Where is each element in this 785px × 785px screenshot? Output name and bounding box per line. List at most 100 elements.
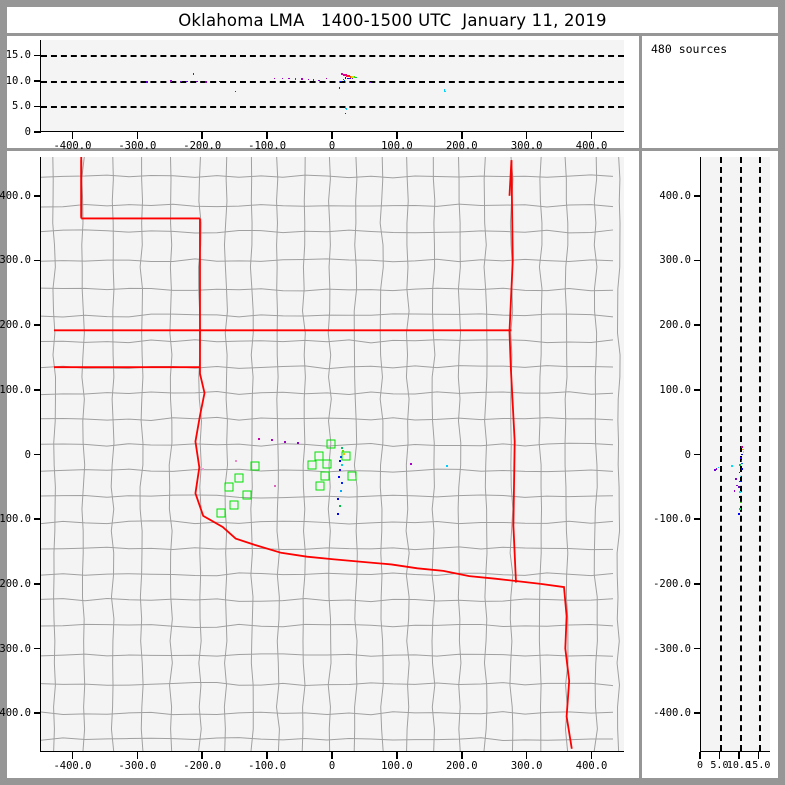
x-axis-tick-label: 10.0 bbox=[726, 760, 751, 771]
lma-station-marker bbox=[216, 508, 226, 518]
county-border bbox=[41, 391, 614, 396]
source-point bbox=[317, 79, 320, 82]
y-axis-tick-label: 10.0 bbox=[5, 74, 31, 87]
county-border bbox=[405, 157, 410, 751]
lma-station-marker bbox=[229, 500, 239, 510]
source-point bbox=[344, 112, 347, 115]
y-axis-tick-label: 100.0 bbox=[659, 383, 691, 396]
state-border-red-river bbox=[194, 218, 541, 585]
x-axis-tick-label: -300.0 bbox=[118, 140, 157, 152]
map-geography bbox=[41, 157, 621, 751]
source-point bbox=[339, 469, 342, 472]
x-axis-tick-label: -100.0 bbox=[248, 760, 287, 772]
source-point bbox=[733, 489, 736, 492]
y-axis-tick-label: -100.0 bbox=[0, 513, 31, 526]
source-point bbox=[351, 76, 353, 78]
source-point bbox=[739, 475, 742, 478]
source-point bbox=[742, 451, 745, 453]
source-point bbox=[738, 486, 740, 488]
source-point bbox=[301, 78, 303, 80]
y-axis-tick bbox=[694, 389, 701, 391]
y-axis-tick-label: 0 bbox=[684, 448, 691, 461]
y-axis-tick-label: -300.0 bbox=[0, 642, 31, 655]
lma-station-marker bbox=[224, 482, 234, 492]
x-axis-tick-label: 100.0 bbox=[381, 760, 413, 772]
county-border bbox=[41, 229, 614, 234]
x-axis-tick bbox=[525, 752, 528, 759]
source-point bbox=[740, 501, 742, 504]
source-point bbox=[340, 447, 343, 450]
x-axis-tick-label: 100.0 bbox=[381, 140, 413, 152]
source-point bbox=[735, 478, 737, 480]
y-axis-tick-label: 300.0 bbox=[0, 254, 31, 267]
source-point bbox=[739, 508, 741, 510]
y-axis-tick bbox=[694, 453, 701, 456]
y-axis-tick bbox=[34, 712, 41, 714]
x-axis-tick bbox=[738, 752, 740, 759]
county-border bbox=[564, 157, 569, 751]
county-border bbox=[41, 468, 614, 473]
source-point bbox=[742, 448, 744, 451]
y-axis-tick-label: -100.0 bbox=[653, 513, 691, 526]
source-point bbox=[337, 497, 340, 500]
source-point bbox=[741, 453, 743, 456]
y-axis-tick-label: -300.0 bbox=[653, 642, 691, 655]
source-point bbox=[731, 465, 733, 467]
lma-station-marker bbox=[326, 439, 336, 449]
x-axis-tick-label: 400.0 bbox=[575, 140, 608, 152]
y-axis-tick-label: 5.0 bbox=[12, 100, 31, 113]
county-border bbox=[41, 520, 614, 525]
source-point bbox=[283, 440, 286, 443]
source-point bbox=[312, 79, 315, 81]
y-axis-tick bbox=[34, 324, 41, 326]
lon-alt-panel: 15.0 10.0 5.0 0 -400.0 -300.0 -200.0 -100.0 0 100… bbox=[5, 36, 639, 152]
source-point bbox=[445, 465, 448, 468]
lma-station-marker bbox=[242, 490, 252, 500]
source-point bbox=[218, 80, 221, 83]
source-point bbox=[273, 484, 276, 487]
county-border bbox=[41, 737, 614, 742]
county-border bbox=[168, 157, 173, 751]
source-point bbox=[444, 90, 447, 93]
county-border bbox=[110, 157, 115, 751]
y-axis-tick bbox=[694, 259, 701, 262]
source-point bbox=[339, 456, 342, 459]
x-axis-tick-label: 300.0 bbox=[510, 140, 543, 152]
source-point bbox=[281, 77, 284, 80]
title-bar: Oklahoma LMA 1400-1500 UTC January 11, 2… bbox=[7, 7, 778, 33]
source-point bbox=[345, 107, 347, 110]
source-point bbox=[354, 76, 357, 79]
x-axis-tick bbox=[461, 752, 463, 759]
county-border bbox=[41, 313, 614, 318]
county-border bbox=[353, 157, 358, 751]
county-border bbox=[616, 157, 621, 751]
x-axis-tick-label: 200.0 bbox=[445, 760, 478, 772]
source-point bbox=[325, 77, 328, 80]
county-border bbox=[41, 682, 614, 687]
x-axis-tick bbox=[201, 132, 203, 139]
source-point bbox=[342, 78, 345, 81]
y-axis-tick-label: 300.0 bbox=[659, 254, 691, 267]
y-axis-tick-label: 15.0 bbox=[5, 49, 31, 62]
lma-station-marker bbox=[341, 451, 351, 461]
y-axis-tick bbox=[694, 647, 701, 650]
x-axis-tick-label: -200.0 bbox=[183, 140, 222, 152]
sources-count-label: 480 sources bbox=[651, 42, 728, 56]
source-point bbox=[341, 464, 344, 467]
source-point bbox=[353, 76, 356, 78]
lma-station-marker bbox=[347, 471, 357, 481]
lma-station-marker bbox=[322, 459, 332, 469]
x-axis-tick bbox=[590, 132, 593, 139]
source-point bbox=[180, 80, 182, 83]
y-axis-tick-label: -200.0 bbox=[653, 577, 691, 590]
source-point bbox=[410, 462, 413, 465]
source-point bbox=[737, 513, 740, 515]
source-point bbox=[346, 74, 349, 77]
gridline-vertical bbox=[739, 157, 742, 751]
source-point bbox=[443, 89, 446, 91]
y-axis-tick bbox=[34, 647, 41, 650]
source-point bbox=[339, 80, 342, 83]
source-point bbox=[336, 513, 339, 516]
county-border bbox=[41, 597, 614, 603]
county-border bbox=[52, 157, 56, 751]
